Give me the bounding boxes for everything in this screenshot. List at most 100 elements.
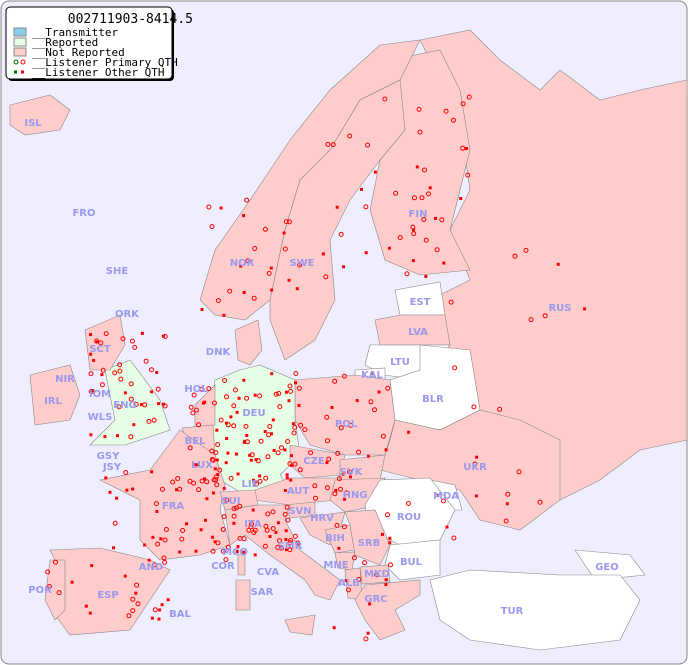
listener-other-marker [377, 390, 381, 394]
listener-other-marker [270, 432, 273, 436]
country-label-deu: DEU [242, 408, 265, 419]
listener-primary-marker [225, 422, 231, 428]
listener-primary-marker [123, 470, 129, 475]
listener-primary-marker [287, 383, 293, 389]
listener-other-marker [355, 399, 359, 403]
country-hol[interactable] [194, 384, 216, 429]
listener-other-marker [283, 448, 287, 452]
listener-primary-marker [222, 378, 228, 383]
country-label-bih: BIH [325, 533, 345, 544]
countries [9, 29, 688, 651]
country-grc[interactable] [354, 579, 421, 641]
listener-primary-marker [244, 197, 250, 203]
listener-other-marker [290, 454, 293, 458]
listener-other-marker [150, 390, 154, 394]
country-lva[interactable] [374, 314, 451, 346]
listener-primary-marker [287, 461, 293, 467]
country-svn[interactable] [284, 501, 316, 519]
listener-primary-marker [326, 456, 332, 462]
listener-other-marker [160, 603, 164, 607]
country-sar[interactable] [235, 579, 251, 611]
listener-other-marker [226, 451, 230, 455]
listener-other-marker [556, 262, 560, 266]
country-srb[interactable] [344, 509, 391, 566]
country-geo[interactable] [574, 549, 646, 581]
listener-primary-marker [460, 145, 466, 151]
listener-primary-marker [308, 450, 314, 456]
listener-primary-marker [347, 133, 353, 139]
listener-primary-marker [363, 636, 369, 642]
listener-primary-marker [275, 450, 281, 456]
country-sicily[interactable] [284, 614, 316, 636]
listener-primary-marker [191, 392, 197, 398]
country-bul[interactable] [384, 539, 441, 581]
listener-primary-marker [292, 424, 298, 430]
country-label-sar: SAR [251, 587, 274, 598]
listener-primary-marker [215, 442, 221, 448]
country-eng[interactable] [89, 359, 171, 446]
listener-primary-marker [228, 475, 234, 481]
listener-primary-marker [206, 386, 212, 392]
country-label-ork: ORK [115, 309, 140, 320]
listener-primary-marker [211, 477, 217, 483]
listener-other-marker [282, 231, 286, 235]
listener-primary-marker [217, 467, 223, 473]
listener-primary-marker [120, 336, 126, 342]
listener-primary-marker [151, 562, 157, 568]
listener-other-marker [270, 372, 274, 376]
listener-primary-marker [452, 365, 458, 371]
country-label-irl: IRL [44, 396, 62, 407]
country-label-mco: MCO [222, 547, 248, 558]
listener-primary-marker [149, 367, 154, 373]
listener-primary-marker [155, 541, 161, 547]
listener-other-marker [285, 548, 288, 552]
country-tur[interactable] [429, 569, 641, 651]
listener-primary-marker [213, 450, 219, 456]
listener-other-marker [424, 274, 428, 278]
country-label-por: POR [28, 585, 52, 596]
country-fra[interactable] [99, 429, 231, 561]
listener-primary-marker [335, 450, 341, 456]
listener-primary-marker [179, 536, 185, 542]
legend-circle-icon [20, 59, 26, 65]
listener-primary-marker [190, 410, 196, 416]
listener-primary-marker [132, 344, 138, 350]
listener-primary-marker [209, 448, 215, 454]
country-label-nor: NOR [230, 258, 255, 269]
country-label-bel: BEL [185, 436, 206, 447]
country-irl[interactable] [29, 364, 81, 426]
country-swe[interactable] [269, 79, 406, 361]
country-sct[interactable] [84, 314, 126, 371]
listener-other-marker [236, 472, 240, 476]
country-label-rus: RUS [548, 303, 571, 314]
listener-primary-marker [135, 601, 141, 607]
listener-other-marker [90, 564, 94, 568]
country-pol[interactable] [294, 374, 396, 456]
listener-other-marker [131, 487, 135, 491]
legend-label: __Reported [32, 36, 98, 49]
listener-primary-marker [134, 582, 140, 588]
listener-primary-marker [405, 501, 411, 506]
listener-primary-marker [199, 386, 205, 392]
listener-primary-marker [323, 274, 329, 280]
listener-primary-marker [128, 381, 134, 387]
listener-primary-marker [472, 461, 478, 467]
country-por[interactable] [44, 559, 66, 621]
listener-primary-marker [116, 404, 122, 410]
country-cor[interactable] [237, 554, 246, 576]
country-isl[interactable] [9, 94, 71, 136]
country-label-bal: BAL [169, 609, 191, 620]
listener-primary-marker [313, 495, 318, 501]
listener-primary-marker [285, 517, 291, 523]
listener-primary-marker [434, 247, 440, 253]
listener-other-marker [349, 475, 352, 479]
country-label-ukr: UKR [463, 462, 487, 473]
listener-primary-marker [347, 469, 352, 475]
listener-primary-marker [497, 406, 503, 412]
listener-other-marker [388, 536, 392, 540]
listener-primary-marker [423, 237, 429, 243]
listener-primary-marker [206, 204, 212, 210]
country-label-bul: BUL [400, 557, 423, 568]
country-dnk[interactable] [234, 319, 263, 366]
